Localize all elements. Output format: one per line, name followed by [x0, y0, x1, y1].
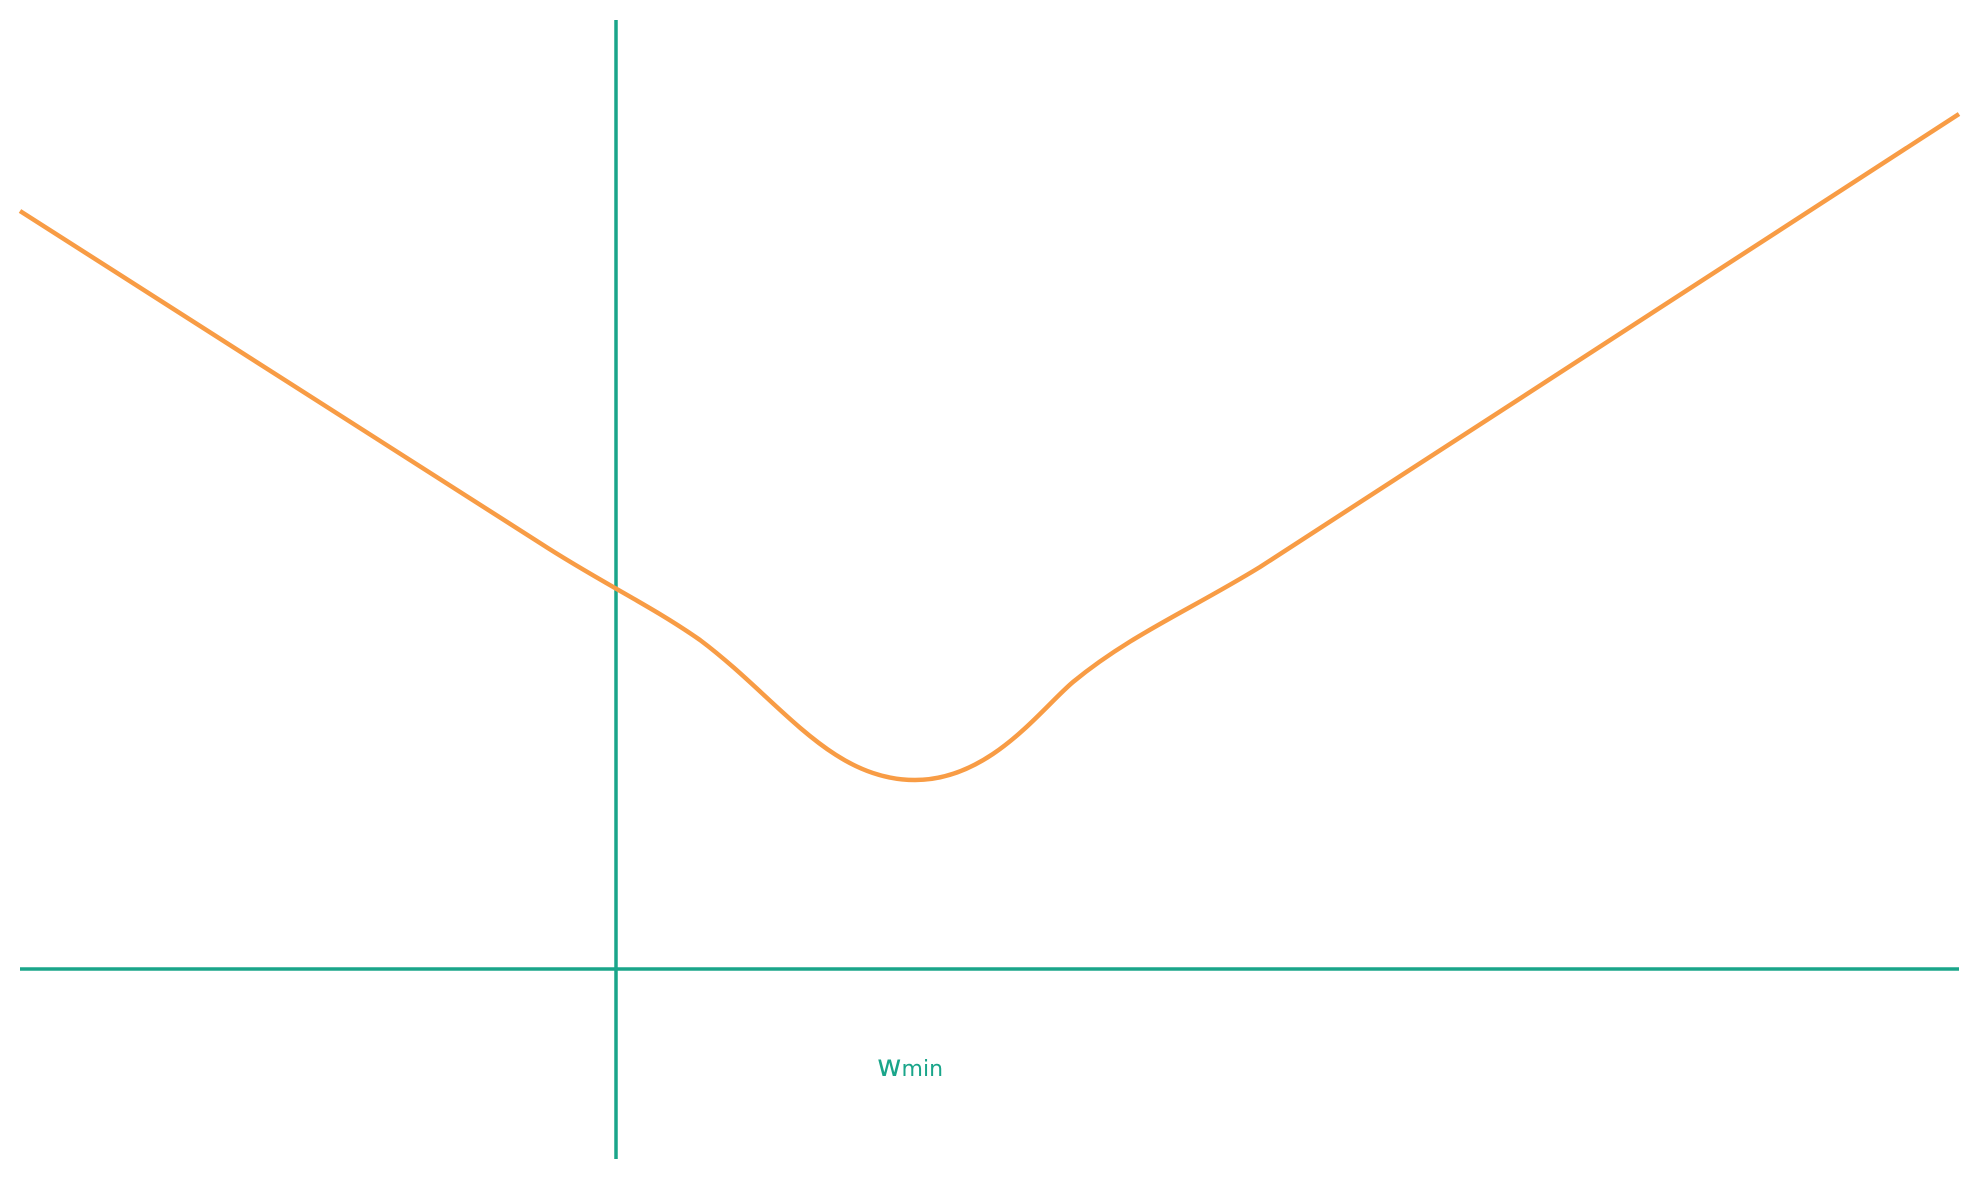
loss-curve: [18, 112, 1961, 783]
w-min-label: wmin: [877, 1049, 943, 1084]
label-subscript: min: [902, 1057, 944, 1082]
label-main: w: [877, 1049, 902, 1084]
